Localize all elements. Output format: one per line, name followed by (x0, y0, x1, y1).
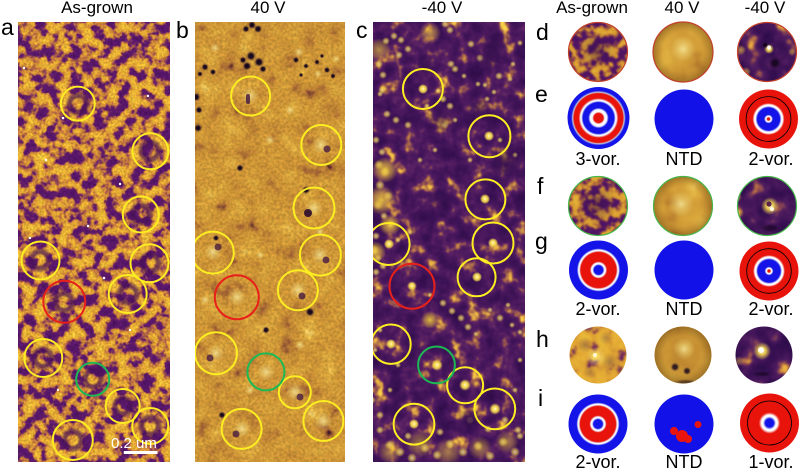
svg-text:g: g (535, 228, 548, 254)
svg-text:3-vor.: 3-vor. (575, 149, 620, 169)
svg-text:2-vor.: 2-vor. (748, 299, 793, 319)
svg-text:2-vor.: 2-vor. (748, 149, 793, 169)
svg-text:40 V: 40 V (665, 0, 701, 17)
svg-text:0.2 um: 0.2 um (111, 435, 157, 452)
svg-text:f: f (537, 173, 544, 199)
svg-text:b: b (176, 17, 189, 43)
svg-text:h: h (536, 326, 549, 352)
svg-text:NTD: NTD (666, 452, 703, 471)
svg-text:As-grown: As-grown (556, 0, 628, 17)
svg-text:2-vor.: 2-vor. (575, 452, 620, 471)
svg-text:NTD: NTD (666, 299, 703, 319)
svg-text:d: d (536, 19, 549, 45)
svg-text:a: a (1, 14, 14, 40)
svg-text:40 V: 40 V (251, 0, 287, 17)
svg-text:-40 V: -40 V (745, 0, 786, 17)
svg-text:2-vor.: 2-vor. (575, 299, 620, 319)
svg-text:As-grown: As-grown (61, 0, 133, 17)
svg-text:-40 V: -40 V (422, 0, 463, 17)
svg-text:NTD: NTD (666, 149, 703, 169)
svg-text:e: e (535, 81, 548, 107)
svg-text:c: c (356, 17, 368, 43)
svg-text:1-vor.: 1-vor. (748, 452, 793, 471)
svg-text:i: i (538, 385, 543, 411)
